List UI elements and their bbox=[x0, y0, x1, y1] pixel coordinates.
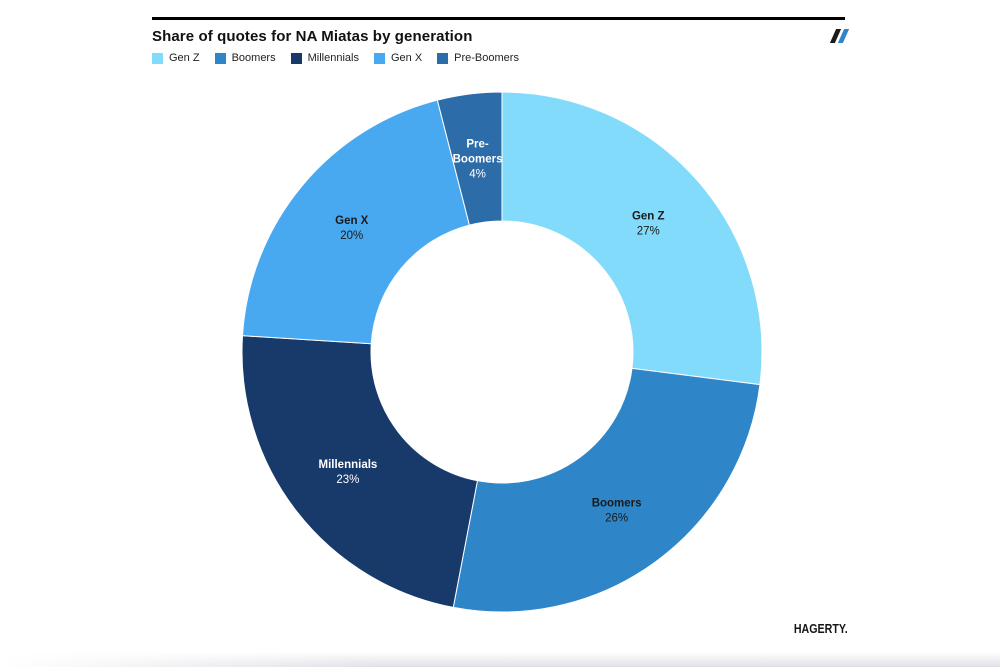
slice-value-boomers: 26% bbox=[605, 512, 628, 524]
bottom-shadow bbox=[0, 652, 1000, 667]
legend-item-pre-boomers: Pre-Boomers bbox=[437, 52, 519, 64]
chart-legend: Gen Z Boomers Millennials Gen X Pre-Boomers bbox=[152, 52, 519, 64]
legend-label: Pre-Boomers bbox=[454, 52, 519, 64]
legend-swatch-pre-boomers bbox=[437, 52, 449, 64]
slice-label-pre-boomers: Boomers bbox=[453, 154, 503, 166]
slice-label-gen-z: Gen Z bbox=[632, 211, 665, 223]
legend-label: Boomers bbox=[231, 52, 276, 64]
legend-label: Millennials bbox=[307, 52, 359, 64]
slice-boomers bbox=[452, 367, 761, 613]
legend-item-gen-z: Gen Z bbox=[152, 52, 200, 64]
legend-item-boomers: Boomers bbox=[214, 52, 276, 64]
slice-label-pre-boomers: Pre- bbox=[466, 139, 489, 151]
slice-value-gen-z: 27% bbox=[637, 226, 660, 238]
legend-swatch-boomers bbox=[214, 52, 226, 64]
legend-item-gen-x: Gen X bbox=[373, 52, 423, 64]
slice-value-gen-x: 20% bbox=[340, 230, 363, 242]
legend-swatch-gen-x bbox=[373, 52, 385, 64]
slice-label-millennials: Millennials bbox=[319, 459, 378, 471]
legend-label: Gen Z bbox=[169, 52, 200, 64]
brand-wordmark: HAGERTY. bbox=[794, 621, 848, 636]
slice-label-gen-x: Gen X bbox=[335, 215, 369, 227]
slice-gen-z bbox=[501, 91, 763, 386]
legend-label: Gen X bbox=[390, 52, 423, 64]
slice-value-millennials: 23% bbox=[336, 474, 359, 486]
legend-swatch-millennials bbox=[290, 52, 302, 64]
slice-gen-x bbox=[241, 99, 471, 345]
slice-label-boomers: Boomers bbox=[592, 497, 642, 509]
slice-millennials bbox=[241, 335, 479, 608]
slice-pre-boomers bbox=[436, 91, 503, 226]
slice-value-pre-boomers: 4% bbox=[469, 169, 486, 181]
top-rule bbox=[152, 17, 845, 20]
legend-item-millennials: Millennials bbox=[290, 52, 359, 64]
chart-title: Share of quotes for NA Miatas by generat… bbox=[152, 28, 473, 45]
legend-swatch-gen-z bbox=[152, 52, 163, 64]
